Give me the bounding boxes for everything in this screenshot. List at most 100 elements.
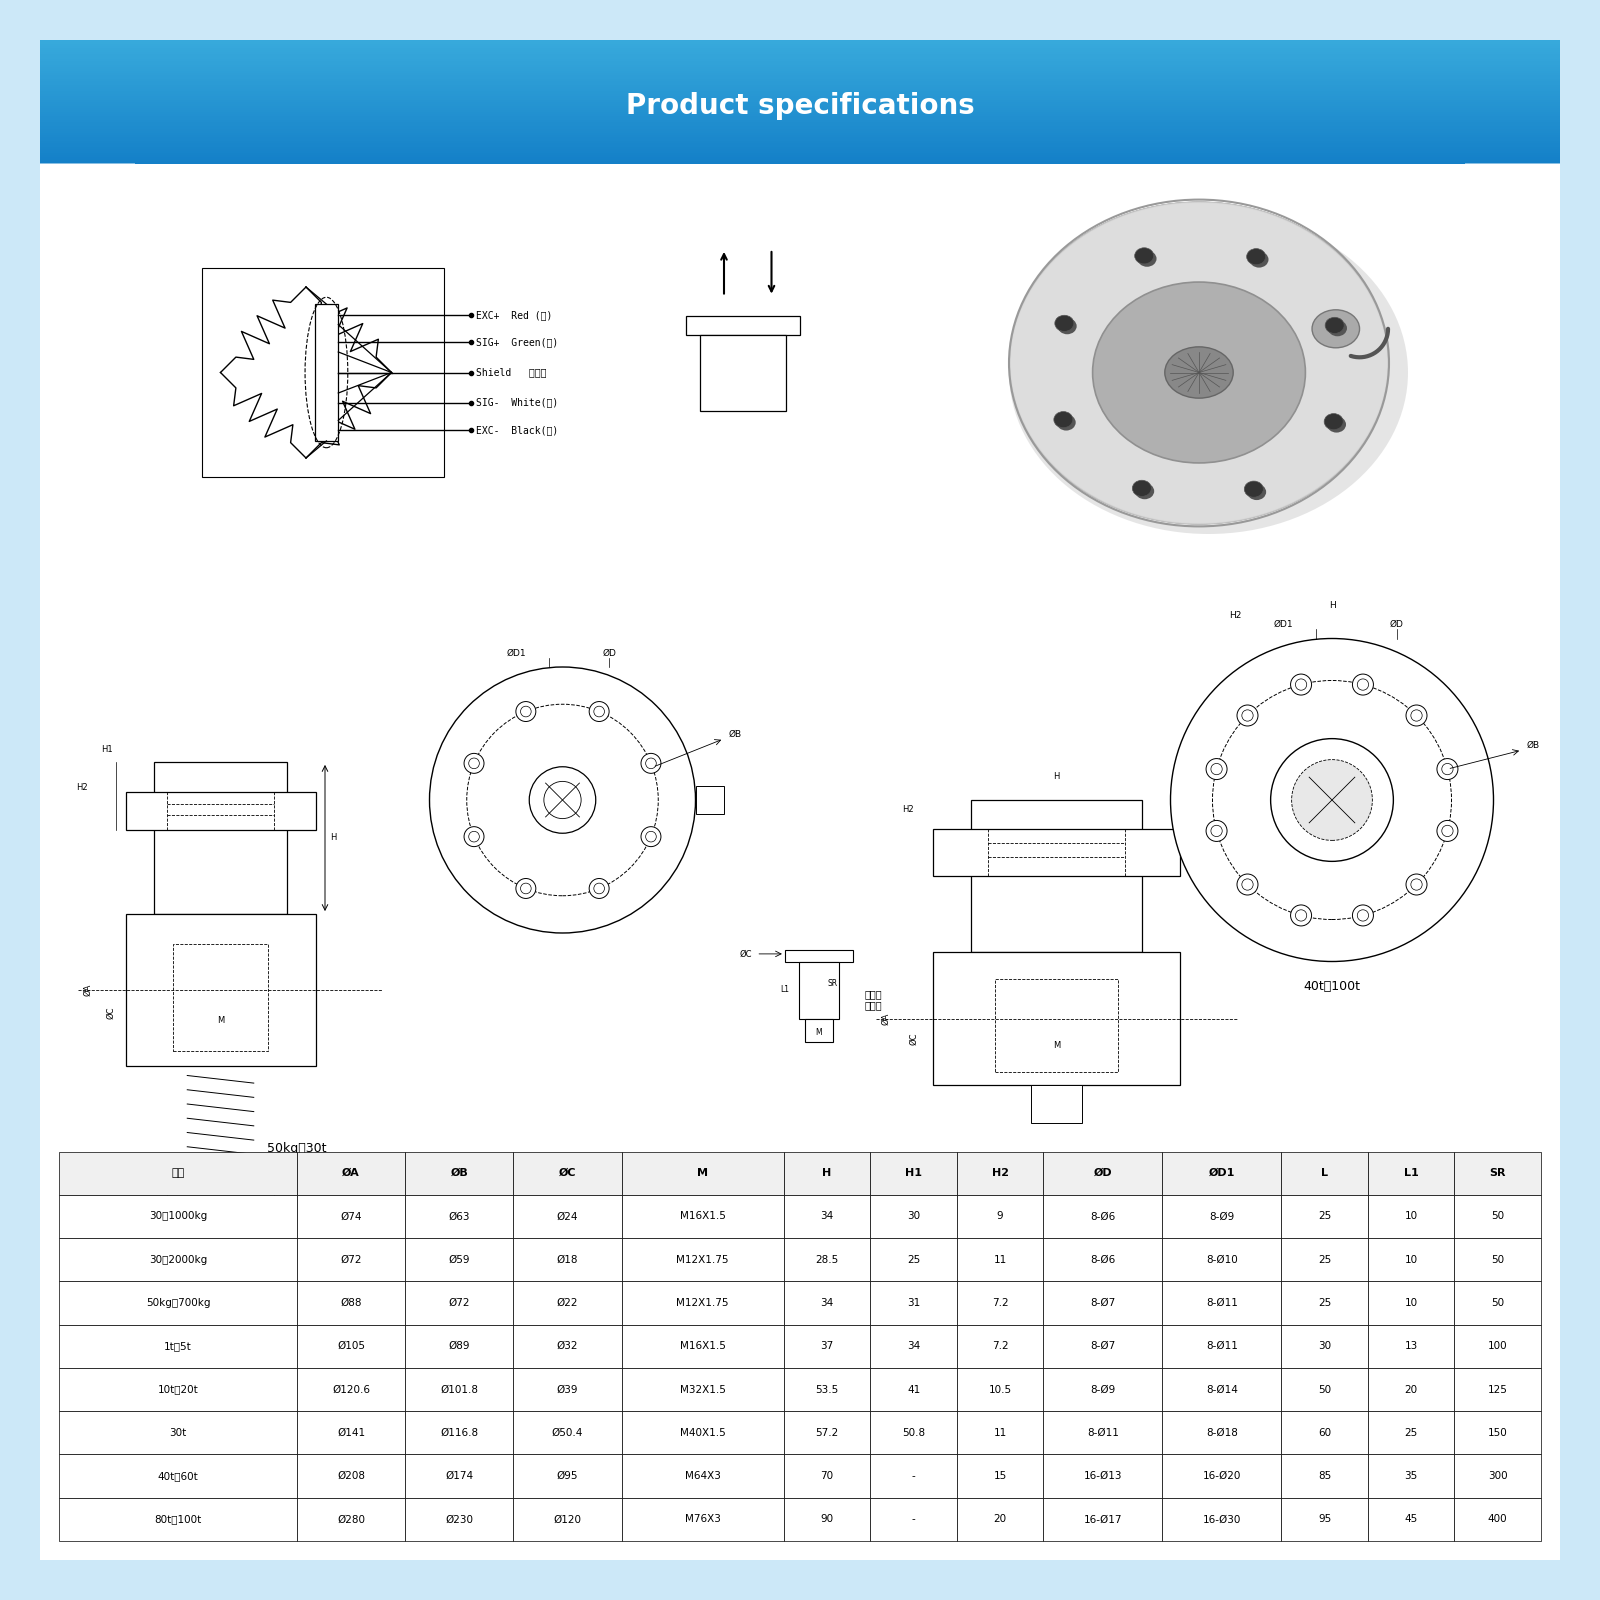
Bar: [202, 267, 443, 477]
Bar: [40, 58, 1560, 61]
Bar: [125, 792, 315, 830]
Text: 35: 35: [1405, 1470, 1418, 1482]
Text: 30t: 30t: [170, 1427, 187, 1438]
Circle shape: [594, 706, 605, 717]
Text: 30～1000kg: 30～1000kg: [149, 1211, 206, 1221]
Text: Ø39: Ø39: [557, 1384, 578, 1395]
Bar: [298, 1152, 405, 1195]
Bar: [1162, 1152, 1282, 1195]
Bar: [298, 1282, 405, 1325]
Text: 11: 11: [994, 1254, 1006, 1264]
Bar: [1030, 1085, 1082, 1123]
Bar: [621, 1454, 784, 1498]
Ellipse shape: [1056, 414, 1075, 430]
Text: 量程: 量程: [171, 1168, 184, 1178]
Bar: [40, 74, 1560, 77]
Bar: [40, 134, 1560, 136]
Circle shape: [515, 701, 536, 722]
Text: 100: 100: [1488, 1341, 1507, 1352]
Text: M12X1.75: M12X1.75: [677, 1254, 730, 1264]
Circle shape: [530, 766, 595, 834]
Bar: [701, 334, 786, 411]
Bar: [1282, 1454, 1368, 1498]
Text: M16X1.5: M16X1.5: [680, 1211, 725, 1221]
Text: 300: 300: [1488, 1470, 1507, 1482]
Text: M32X1.5: M32X1.5: [680, 1384, 725, 1395]
Text: 150: 150: [1488, 1427, 1507, 1438]
Bar: [1368, 1195, 1454, 1238]
Circle shape: [1357, 910, 1368, 922]
Text: ØB: ØB: [450, 1168, 469, 1178]
Bar: [1282, 1152, 1368, 1195]
Ellipse shape: [1133, 480, 1152, 496]
Bar: [40, 48, 1560, 50]
Circle shape: [1270, 739, 1394, 861]
Text: 16-Ø30: 16-Ø30: [1203, 1514, 1242, 1525]
Bar: [1282, 1368, 1368, 1411]
Circle shape: [1296, 910, 1307, 922]
Bar: [1043, 1195, 1162, 1238]
Text: SR: SR: [1490, 1168, 1506, 1178]
Text: 10: 10: [1405, 1211, 1418, 1221]
Bar: [298, 1325, 405, 1368]
Bar: [870, 1368, 957, 1411]
Text: Ø50.4: Ø50.4: [552, 1427, 582, 1438]
Bar: [805, 1019, 834, 1042]
Text: 10.5: 10.5: [989, 1384, 1011, 1395]
Bar: [1454, 1238, 1541, 1282]
Text: 30: 30: [907, 1211, 920, 1221]
Ellipse shape: [1138, 251, 1157, 267]
Bar: [40, 123, 1560, 126]
Bar: [957, 1152, 1043, 1195]
Bar: [1043, 1368, 1162, 1411]
Text: Ø24: Ø24: [557, 1211, 578, 1221]
Text: 10: 10: [1405, 1298, 1418, 1307]
Ellipse shape: [1165, 347, 1234, 398]
Bar: [298, 1238, 405, 1282]
Bar: [40, 144, 1560, 147]
Text: H: H: [1328, 602, 1336, 610]
Circle shape: [1171, 638, 1493, 962]
Bar: [40, 114, 1560, 117]
Text: 8-Ø9: 8-Ø9: [1210, 1211, 1235, 1221]
Bar: [40, 50, 1560, 53]
Text: Ø174: Ø174: [445, 1470, 474, 1482]
Text: Product specifications: Product specifications: [626, 93, 974, 120]
Ellipse shape: [1054, 411, 1074, 427]
Circle shape: [464, 754, 485, 773]
Text: H2: H2: [902, 805, 914, 814]
Circle shape: [589, 701, 610, 722]
Bar: [1162, 1195, 1282, 1238]
Text: 31: 31: [907, 1298, 920, 1307]
Bar: [40, 160, 1560, 163]
Bar: [40, 120, 1560, 122]
Bar: [957, 1454, 1043, 1498]
Text: ØB: ØB: [1526, 741, 1539, 750]
Bar: [40, 66, 1560, 69]
Bar: [59, 1454, 298, 1498]
Text: 85: 85: [1318, 1470, 1331, 1482]
Bar: [40, 80, 1560, 83]
Bar: [621, 1238, 784, 1282]
Bar: [59, 1368, 298, 1411]
Bar: [40, 67, 1560, 70]
Text: 50: 50: [1491, 1298, 1504, 1307]
Ellipse shape: [1010, 202, 1389, 525]
Circle shape: [594, 883, 605, 894]
Circle shape: [469, 758, 480, 768]
Bar: [1162, 1282, 1282, 1325]
Bar: [784, 1368, 870, 1411]
Text: 8-Ø11: 8-Ø11: [1206, 1341, 1238, 1352]
Ellipse shape: [1246, 483, 1266, 501]
Ellipse shape: [1011, 203, 1387, 523]
Text: H2: H2: [992, 1168, 1008, 1178]
Ellipse shape: [1010, 203, 1387, 523]
Text: Ø18: Ø18: [557, 1254, 578, 1264]
Ellipse shape: [1010, 202, 1389, 525]
Ellipse shape: [1010, 202, 1389, 523]
Text: M12X1.75: M12X1.75: [677, 1298, 730, 1307]
Bar: [40, 131, 1560, 134]
Circle shape: [520, 883, 531, 894]
Circle shape: [1442, 826, 1453, 837]
Bar: [933, 952, 1181, 1085]
